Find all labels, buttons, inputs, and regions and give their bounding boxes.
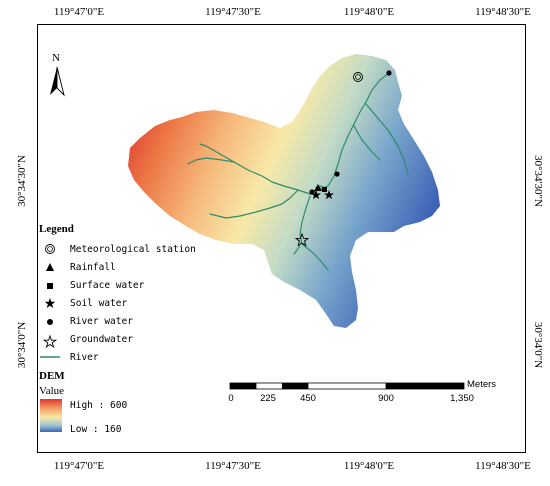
scale-tick-225: 225 [260, 393, 276, 404]
scale-tick-0: 0 [228, 393, 234, 404]
river-water-marker [386, 70, 392, 76]
scale-tick-900: 900 [378, 393, 394, 404]
scale-unit: Meters [467, 379, 497, 390]
coord-top-4: 119°48'30"E [475, 6, 531, 18]
square-icon [47, 283, 53, 289]
soil-water-marker [324, 190, 334, 200]
coord-bottom-4: 119°48'30"E [475, 460, 531, 472]
dem-title: DEM [39, 370, 65, 382]
coord-bottom-2: 119°47'30"E [205, 460, 261, 472]
catchment-dem [128, 54, 440, 328]
rainfall-marker [314, 184, 322, 191]
dem-color-ramp [40, 399, 62, 432]
legend-label-river-water: River water [70, 316, 133, 327]
dem-value-label: Value [39, 385, 65, 397]
star-icon [44, 298, 56, 308]
north-arrow-icon [50, 66, 65, 97]
legend-title: Legend [39, 223, 74, 235]
legend-label-groundwater: Groundwater [70, 334, 133, 345]
soil-water-marker [311, 190, 321, 200]
triangle-icon [46, 263, 54, 271]
coord-top-1: 119°47'0"E [53, 6, 105, 18]
dem-low-label: Low : 160 [70, 424, 122, 435]
legend-label-rainfall: Rainfall [70, 262, 116, 273]
scale-bar [229, 382, 465, 390]
legend-label-soil-water: Soil water [70, 298, 128, 309]
legend-label-river: River [70, 352, 99, 363]
surface-water-marker [322, 187, 327, 192]
map-frame [37, 24, 526, 453]
scale-tick-450: 450 [300, 393, 316, 404]
legend-label-meteorological-station: Meteorological station [70, 244, 196, 255]
river-water-marker [334, 171, 340, 177]
dem-high-label: High : 600 [70, 400, 128, 411]
coord-bottom-1: 119°47'0"E [53, 460, 105, 472]
coord-top-2: 119°47'30"E [205, 6, 261, 18]
hollow-star-icon [42, 334, 58, 349]
scale-tick-1350: 1,350 [450, 393, 474, 404]
circle-icon [47, 319, 53, 325]
coord-bottom-3: 119°48'0"E [343, 460, 395, 472]
north-label: N [52, 52, 60, 64]
groundwater-marker [294, 232, 310, 247]
double-circle-icon [45, 244, 55, 254]
legend-label-surface-water: Surface water [70, 280, 145, 291]
coord-top-3: 119°48'0"E [343, 6, 395, 18]
site-markers [294, 70, 392, 247]
legend-symbols [40, 244, 60, 358]
meteorological-station-marker [353, 72, 363, 82]
river-water-marker [309, 189, 315, 195]
